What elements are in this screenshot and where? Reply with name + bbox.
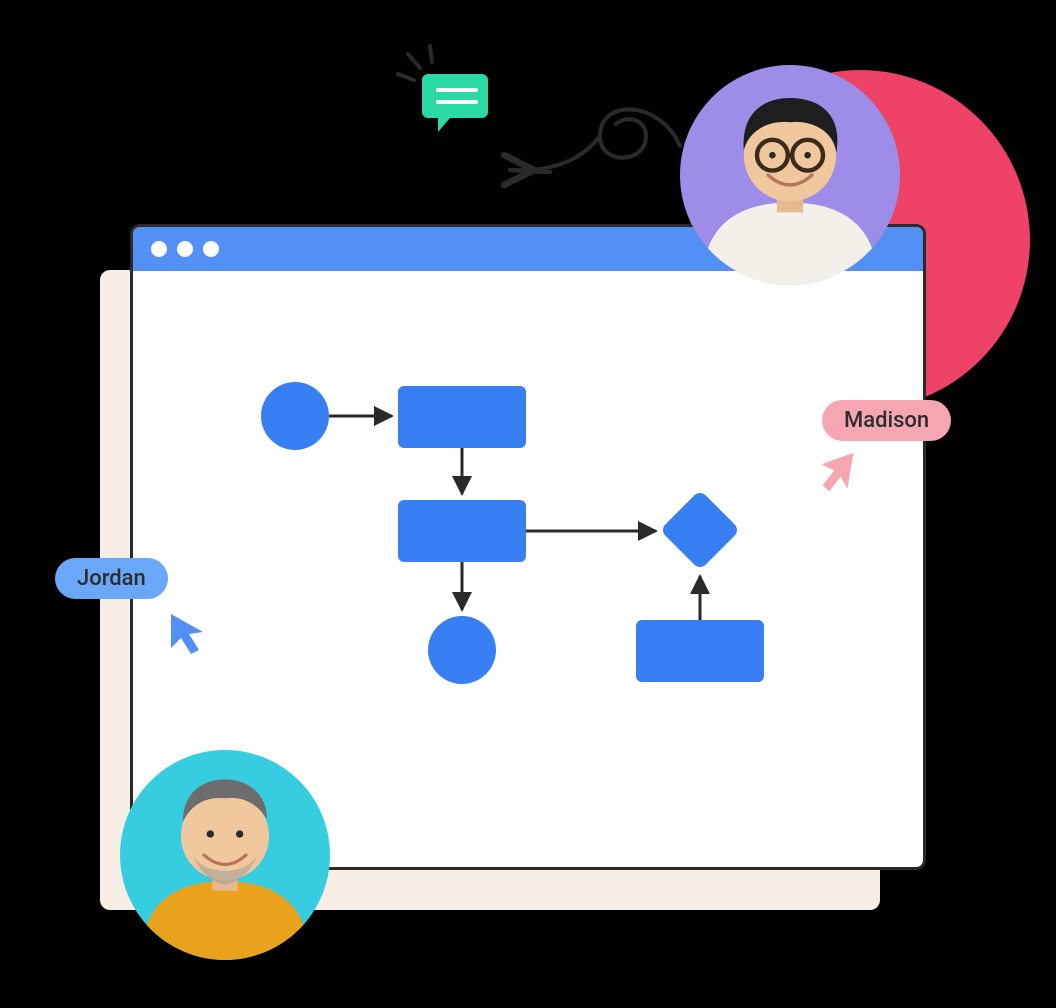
traffic-light-dot[interactable] bbox=[151, 241, 167, 257]
cursor-arrow-icon bbox=[165, 610, 209, 654]
stage: { "canvas": { "width": 1056, "height": 1… bbox=[0, 0, 1056, 1008]
traffic-light-dot[interactable] bbox=[203, 241, 219, 257]
avatar-jordan bbox=[120, 750, 330, 960]
cursor-label-jordan: Jordan bbox=[55, 558, 168, 599]
swirl-arrow-icon bbox=[460, 70, 760, 250]
cursor-label-madison: Madison bbox=[822, 400, 951, 441]
traffic-light-dot[interactable] bbox=[177, 241, 193, 257]
